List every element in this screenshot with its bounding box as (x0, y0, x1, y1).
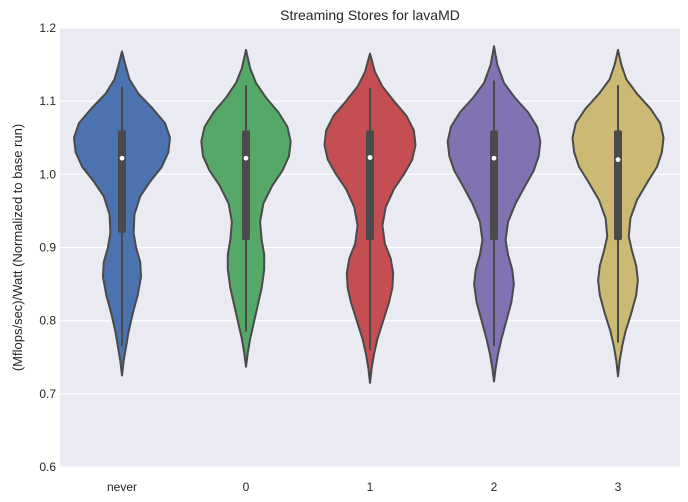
violin-median-point (367, 155, 373, 160)
chart-title: Streaming Stores for lavaMD (280, 7, 460, 23)
violin-median-point (615, 157, 621, 163)
violin-iqr-box (366, 130, 374, 241)
violin-1 (323, 52, 417, 384)
violin-never (73, 50, 171, 377)
x-tick-label: 2 (491, 480, 498, 494)
y-tick-label: 1.1 (39, 94, 56, 108)
y-tick-label: 0.6 (39, 460, 56, 474)
y-tick-label: 0.8 (39, 314, 56, 328)
y-tick-label: 0.9 (39, 241, 56, 255)
x-tick-label: 0 (243, 480, 250, 494)
violin-median-point (491, 155, 497, 161)
y-axis-label: (Mflops/sec)/Watt (Normalized to base ru… (10, 124, 25, 371)
violin-iqr-box (118, 130, 126, 233)
y-tick-label: 1.0 (39, 167, 56, 181)
x-tick-label: 1 (367, 480, 374, 494)
x-tick-label: never (107, 480, 137, 494)
violins (73, 45, 665, 384)
y-tick-label: 1.2 (39, 21, 56, 35)
violin-median-point (243, 155, 249, 161)
violin-iqr-box (490, 130, 498, 241)
violin-3 (571, 48, 665, 378)
violin-iqr-box (242, 130, 250, 241)
x-tick-label: 3 (615, 480, 622, 494)
y-tick-label: 0.7 (39, 387, 56, 401)
y-tick-labels: 0.6 0.7 0.8 0.9 1.0 1.1 1.2 (39, 21, 56, 474)
violin-iqr-box (614, 130, 622, 241)
x-tick-labels: never 0 1 2 3 (107, 480, 622, 494)
violin-2 (446, 45, 542, 383)
violin-0 (200, 48, 292, 368)
violin-median-point (119, 155, 125, 161)
